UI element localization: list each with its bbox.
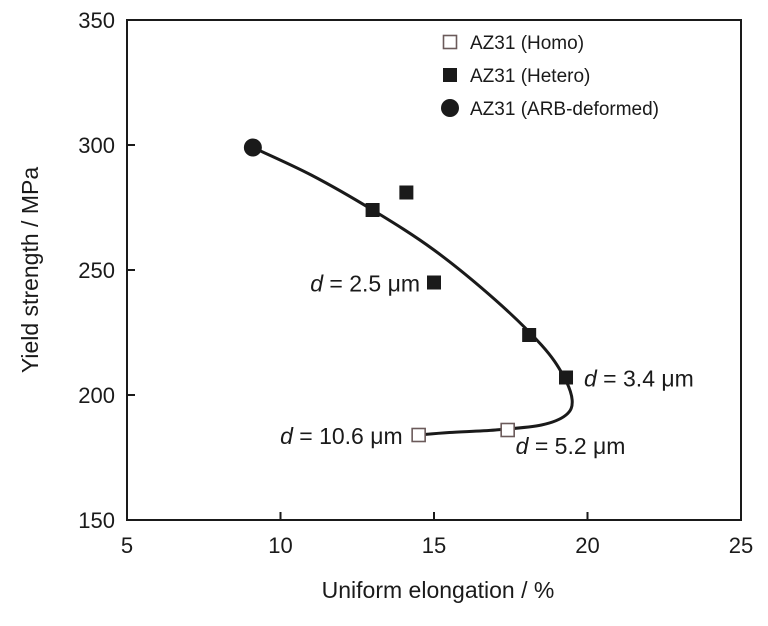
data-point: [411, 427, 426, 443]
x-tick-label: 15: [422, 533, 446, 558]
legend: AZ31 (Homo) AZ31 (Hetero) AZ31 (ARB-deform…: [441, 33, 659, 120]
data-points: [243, 138, 574, 443]
x-axis-title: Uniform elongation / %: [322, 577, 555, 603]
legend-label: AZ31 (Homo): [470, 33, 584, 54]
x-axis-ticks: 5 10 15 20 25: [121, 512, 753, 558]
data-point: [399, 185, 414, 200]
x-tick-label: 10: [268, 533, 292, 558]
grain-size-label: d = 3.4 μm: [584, 366, 694, 392]
y-tick-label: 150: [78, 508, 115, 533]
legend-marker: [443, 68, 457, 82]
data-point: [243, 138, 262, 157]
grain-size-annotations: d = 2.5 μm d = 3.4 μm d = 10.6 μm d = 5.2 μ…: [280, 271, 694, 460]
data-point: [427, 275, 441, 290]
x-tick-label: 5: [121, 533, 133, 558]
data-point: [522, 328, 537, 342]
data-point: [500, 422, 515, 438]
legend-label: AZ31 (ARB-deformed): [470, 99, 659, 120]
y-axis-title: Yield strength / MPa: [17, 167, 43, 373]
grain-size-label: d = 2.5 μm: [310, 271, 420, 297]
grain-size-label: d = 10.6 μm: [280, 423, 403, 449]
plot-frame: [126, 19, 742, 521]
legend-label: AZ31 (Hetero): [470, 66, 590, 87]
grain-size-label: d = 5.2 μm: [516, 433, 626, 459]
data-point: [559, 370, 574, 385]
data-point: [365, 203, 380, 217]
legend-marker: [442, 34, 458, 50]
y-tick-label: 200: [78, 383, 115, 408]
y-axis-ticks: 150 200 250 300 350: [78, 8, 135, 533]
legend-marker: [441, 99, 459, 117]
x-tick-label: 20: [575, 533, 599, 558]
x-tick-label: 25: [729, 533, 753, 558]
y-tick-label: 250: [78, 258, 115, 283]
y-tick-label: 300: [78, 133, 115, 158]
y-tick-label: 350: [78, 8, 115, 33]
